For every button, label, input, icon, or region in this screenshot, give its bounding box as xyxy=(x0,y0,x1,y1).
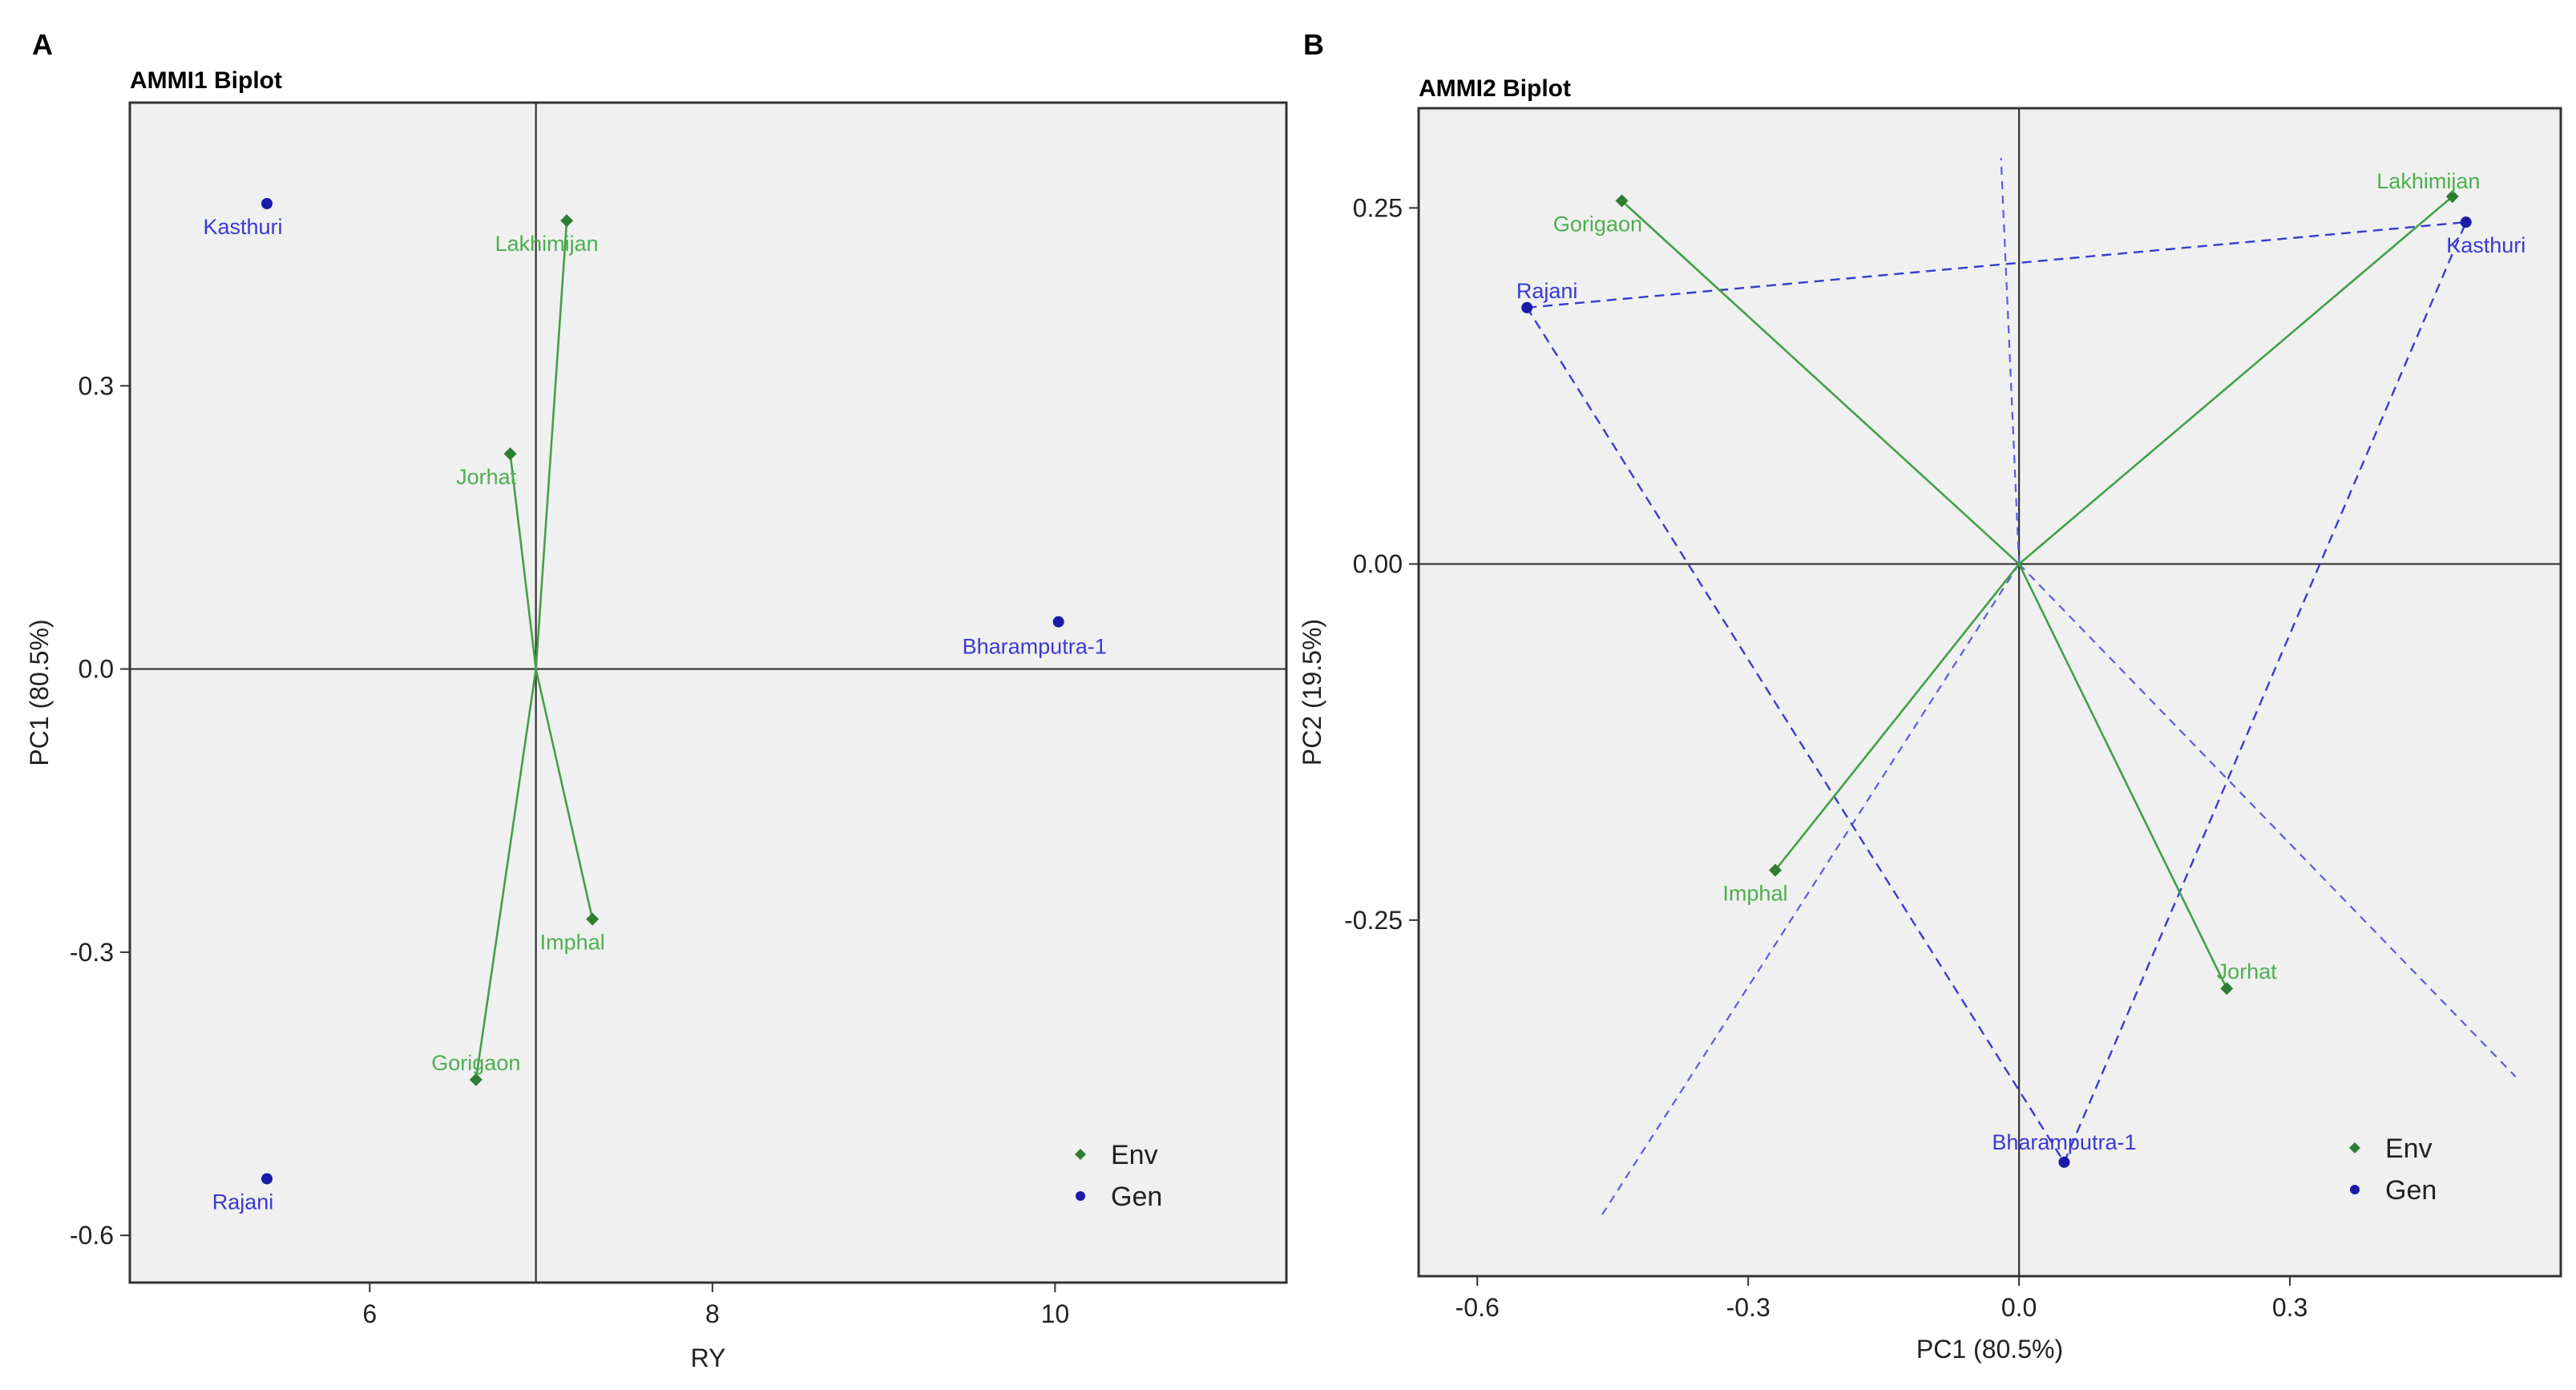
panelA-env-vector xyxy=(535,669,594,919)
panelA-env-point xyxy=(586,912,600,926)
panelB-plot-area xyxy=(1417,107,2562,1278)
panelA-gen-label: Rajani xyxy=(212,1190,274,1214)
panelB-x-tick-label: 0.3 xyxy=(2272,1293,2307,1322)
panelA-env-vector xyxy=(474,669,537,1081)
panelA-panel-letter: A xyxy=(32,28,53,61)
panelA-env-point xyxy=(469,1073,482,1086)
panelB-x-axis-title: PC1 (80.5%) xyxy=(1916,1335,2063,1364)
panelA-gen-label: Bharamputra-1 xyxy=(963,635,1107,659)
panelA-x-tick-label: 6 xyxy=(362,1299,377,1328)
panelB-sector-ray xyxy=(2000,158,2021,564)
panelA-plot-area xyxy=(128,101,1288,1284)
panelB-gen-point xyxy=(2058,1156,2070,1168)
panelA-env-label: Jorhat xyxy=(456,465,517,489)
panelB-env-label: Jorhat xyxy=(2217,960,2278,984)
panelA-gen-label: Kasthuri xyxy=(203,215,282,239)
panelB-env-point xyxy=(1615,194,1629,208)
panelB-env-point xyxy=(2445,190,2459,204)
panelB-legend-label: Env xyxy=(2385,1133,2433,1164)
panelA-y-tick-label: 0.3 xyxy=(79,371,114,400)
panelB-gen-label: Bharamputra-1 xyxy=(1992,1130,2136,1154)
panelB-y-tick-label: 0.25 xyxy=(1353,193,1403,222)
panelA-legend: Env Gen xyxy=(1075,1140,1162,1212)
panelA-plot-title: AMMI1 Biplot xyxy=(130,67,282,94)
panelA-env-point xyxy=(503,447,517,461)
panelA-x-axis-title: RY xyxy=(691,1344,726,1372)
panelA-env-label: Imphal xyxy=(540,931,605,955)
panelB-plot-title: AMMI2 Biplot xyxy=(1419,75,1571,102)
panelA-legend-gen-marker xyxy=(1076,1191,1085,1201)
panelB-sector-ray xyxy=(2018,563,2517,1078)
panelB-env-point xyxy=(2220,982,2234,996)
panelB-gen-label: Rajani xyxy=(1516,279,1578,303)
panelA-env-point xyxy=(560,214,574,228)
panelA-y-axis-title: PC1 (80.5%) xyxy=(25,619,54,766)
panelA-env-label: Lakhimijan xyxy=(495,232,599,256)
panelB-x-tick-label: -0.6 xyxy=(1456,1293,1500,1322)
panelA-x-tick-label: 8 xyxy=(705,1299,720,1328)
panelB-env-vector xyxy=(1621,200,2020,565)
panelB-env-label: Lakhimijan xyxy=(2376,169,2480,193)
panelB-env-vector xyxy=(1774,563,2021,871)
panelB-y-tick-label: 0.00 xyxy=(1353,550,1403,579)
panelA-x-tick-label: 10 xyxy=(1041,1299,1070,1328)
panelB-polygon-hull xyxy=(1525,220,2468,1165)
panelA-legend-env-marker xyxy=(1075,1149,1086,1160)
panelB-x-tick-label: -0.3 xyxy=(1726,1293,1770,1322)
panelA-y-tick-label: -0.3 xyxy=(70,938,114,967)
panelB-env-vector xyxy=(2018,196,2453,565)
panelB-legend-label: Gen xyxy=(2385,1175,2437,1206)
panelB-legend-env-marker xyxy=(2349,1142,2360,1154)
panelA-env-vector xyxy=(509,453,537,669)
panelA-env-label: Gorigaon xyxy=(431,1051,520,1075)
panelA-legend-label: Gen xyxy=(1111,1182,1162,1212)
panelB-env-vector xyxy=(2017,564,2228,989)
panelB-gen-point xyxy=(1521,301,1533,313)
panelB-legend-gen-marker xyxy=(2350,1185,2360,1194)
panelA-gen-point xyxy=(261,198,273,210)
panelB-gen-label: Kasthuri xyxy=(2446,233,2526,257)
panelA-gen-point xyxy=(1052,616,1064,628)
panelB-env-point xyxy=(1768,863,1782,877)
panelB-y-tick-label: -0.25 xyxy=(1344,906,1403,935)
panelB-chart: B AMMI2 Biplot -0.6 -0.3 0.0 0.3 -0.25 0.00 0.25… xyxy=(1298,28,2562,1364)
panelB-y-axis-title: PC2 (19.5%) xyxy=(1298,619,1326,766)
panelB-x-tick-label: 0.0 xyxy=(2001,1293,2037,1322)
panelA-chart: A AMMI1 Biplot 6 8 10 -0.6 -0.3 0.0 0.3 RY PC1 (80… xyxy=(25,28,1288,1372)
panelB-legend: Env Gen xyxy=(2349,1133,2437,1206)
panelA-gen-point xyxy=(261,1173,273,1185)
panelA-y-tick-label: -0.6 xyxy=(70,1221,114,1250)
panelB-env-label: Gorigaon xyxy=(1553,212,1642,236)
panelB-panel-letter: B xyxy=(1303,28,1324,61)
panelB-env-label: Imphal xyxy=(1722,882,1787,906)
panelA-env-vector xyxy=(535,220,568,669)
panelA-y-tick-label: 0.0 xyxy=(79,655,114,684)
panelA-legend-label: Env xyxy=(1111,1140,1158,1170)
panelB-gen-point xyxy=(2460,216,2472,228)
